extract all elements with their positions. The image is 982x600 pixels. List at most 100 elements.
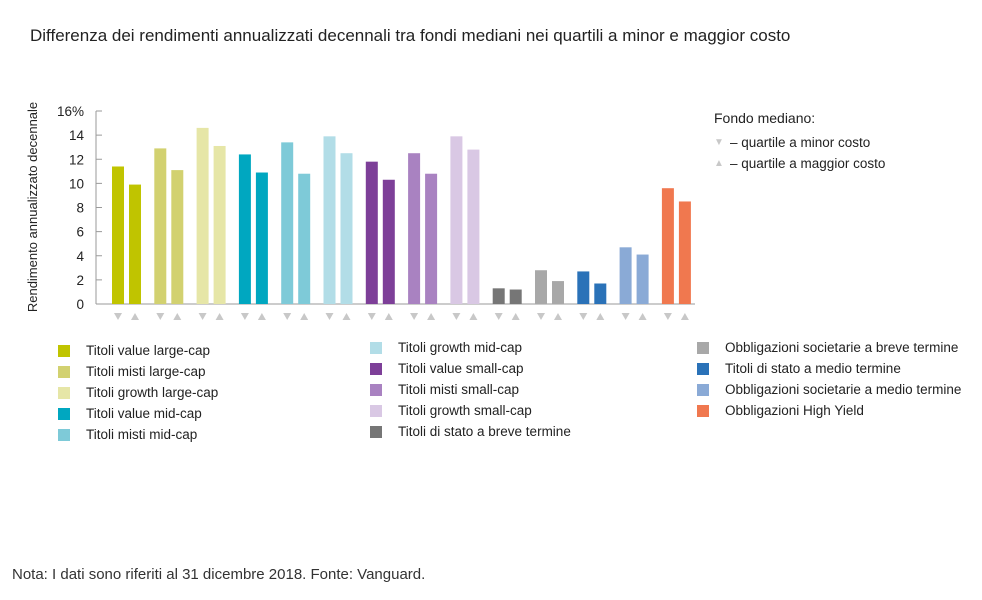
legend-swatch [370,404,382,417]
triangle-up-icon [257,313,266,320]
triangle-up-icon [300,313,309,320]
legend-label: Titoli growth mid-cap [398,340,523,355]
legend-swatch [58,344,70,357]
triangle-up-icon [554,313,562,320]
fondo-mediano-key: Fondo mediano: ▼ – quartile a minor cost… [714,110,885,174]
legend-item: Obbligazioni societarie a medio termine [697,379,961,400]
legend-swatch [370,425,382,438]
triangle-down-icon [114,313,122,320]
legend-label: Titoli misti large-cap [86,364,206,379]
triangle-up-icon [384,313,393,320]
y-tick-label: 10 [69,176,84,191]
legend-label: Titoli di stato a medio termine [725,361,901,376]
legend-item: Titoli growth small-cap [370,400,571,421]
bar [255,172,268,304]
triangle-up-icon: ▲ [714,158,724,169]
legend-item: Titoli di stato a medio termine [697,358,961,379]
bar [450,136,463,304]
triangle-down-icon [410,313,419,320]
y-axis-label: Rendimento annualizzato decennale [25,102,40,312]
legend-label: Titoli growth large-cap [86,385,219,400]
triangle-down-icon [240,313,249,320]
triangle-down-icon [325,313,334,320]
legend-swatch [370,383,382,396]
legend-swatch [58,365,70,378]
bar [636,254,649,304]
legend-swatch [58,428,70,441]
y-tick-label: 16% [57,104,84,119]
legend-item: Titoli value mid-cap [58,403,218,424]
y-tick-label: 2 [76,273,84,288]
legend-item: Titoli di stato a breve termine [370,421,571,442]
legend-label: Obbligazioni societarie a medio termine [725,382,962,397]
fondo-row-low: ▼ – quartile a minor costo [714,132,885,153]
bar [509,289,522,304]
bar [577,271,590,304]
y-tick-label: 6 [76,225,84,240]
triangle-up-icon [680,313,689,320]
fondo-title: Fondo mediano: [714,110,816,126]
triangle-down-icon [537,313,545,320]
legend-swatch [370,341,382,354]
bar [281,142,294,304]
triangle-down-icon [156,313,165,320]
y-tick-label: 12 [69,152,84,167]
legend-swatch [697,383,709,396]
legend-swatch [697,362,709,375]
legend-swatch [58,407,70,420]
bar [213,145,226,304]
triangle-down-icon [367,313,376,320]
fondo-high-label: – quartile a maggior costo [730,156,886,171]
bar [323,136,336,304]
triangle-up-icon [215,313,224,320]
fondo-low-label: – quartile a minor costo [730,135,871,150]
triangle-down-icon [579,313,588,320]
triangle-down-icon [494,313,503,320]
legend-item: Obbligazioni High Yield [697,400,961,421]
legend-item: Titoli value small-cap [370,358,571,379]
legend-item: Obbligazioni societarie a breve termine [697,337,961,358]
legend-label: Titoli misti small-cap [398,382,520,397]
legend-swatch [697,341,709,354]
legend-item: Titoli misti large-cap [58,361,218,382]
legend-swatch [697,404,709,417]
legend-item: Titoli growth large-cap [58,382,218,403]
bar [408,153,421,304]
bar [129,184,141,304]
triangle-up-icon [173,313,182,320]
legend-item: Titoli value large-cap [58,340,218,361]
bar [425,173,438,304]
bar [535,270,547,304]
legend-item: Titoli growth mid-cap [370,337,571,358]
bar [382,179,395,304]
y-tick-label: 0 [76,297,84,312]
triangle-up-icon [427,313,436,320]
bar [492,288,505,304]
triangle-up-icon [638,313,647,320]
triangle-up-icon [596,313,605,320]
bar [365,161,378,304]
legend-label: Titoli value large-cap [86,343,211,358]
legend-swatch [58,386,70,399]
legend-label: Titoli value mid-cap [86,406,202,421]
footnote: Nota: I dati sono riferiti al 31 dicembr… [12,566,426,583]
bar-chart: Rendimento annualizzato decennale 0 2 4 6 8 1… [25,102,695,320]
y-tick-label: 4 [76,249,84,264]
y-tick-label: 8 [76,201,84,216]
legend-label: Titoli growth small-cap [398,403,532,418]
bar [298,173,311,304]
bar [238,154,251,304]
bar [619,247,632,304]
legend-swatch [370,362,382,375]
triangle-up-icon [511,313,520,320]
legend-item: Titoli misti small-cap [370,379,571,400]
legend-column-2: Titoli growth mid-cap Titoli value small-… [370,337,571,442]
triangle-up-icon [342,313,351,320]
bar [678,201,691,304]
triangle-down-icon: ▼ [714,137,724,148]
triangle-down-icon [198,313,207,320]
legend-column-1: Titoli value large-cap Titoli misti large… [58,340,218,445]
triangle-down-icon [621,313,630,320]
bar [154,148,167,304]
triangle-up-icon [131,313,139,320]
